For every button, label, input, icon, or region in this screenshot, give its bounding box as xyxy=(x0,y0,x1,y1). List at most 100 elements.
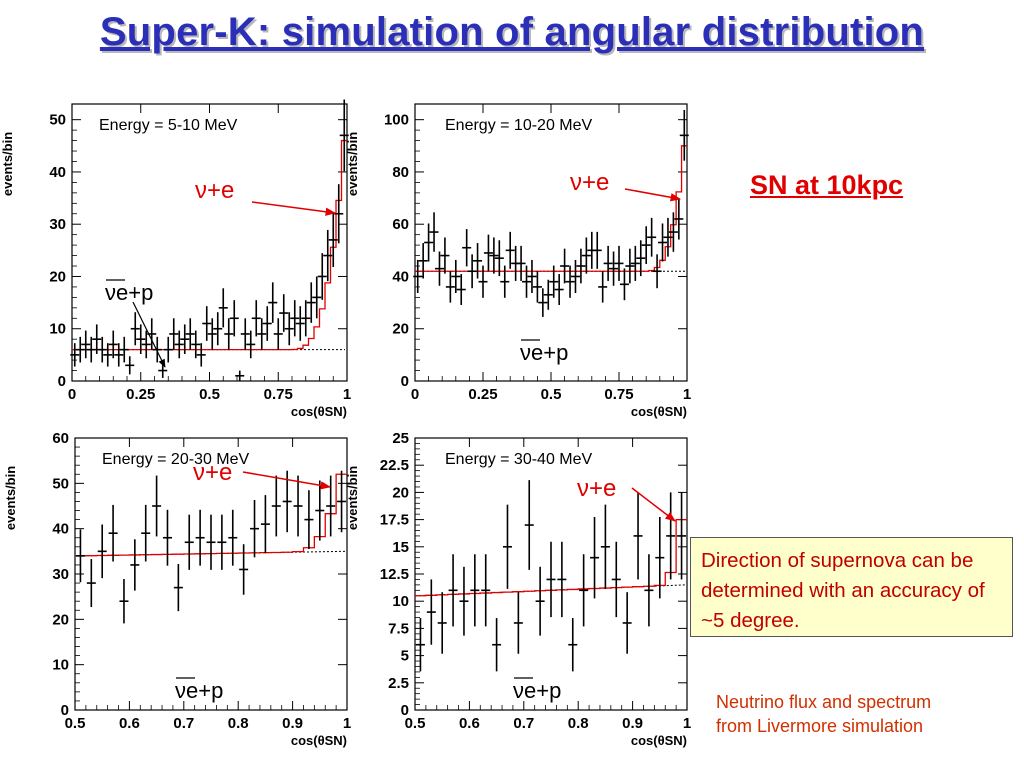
x-tick-label: 0.75 xyxy=(604,386,633,403)
data-point xyxy=(505,231,515,269)
data-point xyxy=(570,259,580,293)
data-point xyxy=(295,306,305,341)
data-point xyxy=(125,356,135,375)
y-tick-label: 17.5 xyxy=(380,512,409,529)
data-point xyxy=(516,245,526,281)
data-point xyxy=(625,248,635,284)
y-tick-label: 0 xyxy=(401,373,409,390)
data-point xyxy=(271,475,281,537)
data-point xyxy=(579,554,589,627)
y-tick-label: 100 xyxy=(384,112,409,129)
data-point xyxy=(535,566,545,636)
data-point xyxy=(337,470,347,533)
x-axis-label: cos(θSN) xyxy=(631,404,687,419)
data-point xyxy=(75,529,85,583)
data-point xyxy=(282,470,292,533)
data-point xyxy=(229,300,239,337)
x-tick-label: 0.9 xyxy=(622,715,643,732)
nu-e-arrow xyxy=(631,487,676,522)
y-tick-label: 0 xyxy=(58,373,66,390)
data-point xyxy=(224,318,234,350)
y-tick-label: 30 xyxy=(52,566,69,583)
data-point xyxy=(103,343,113,367)
data-point xyxy=(489,237,499,274)
data-point xyxy=(636,240,646,277)
fit-histogram xyxy=(415,145,687,272)
y-tick-label: 2.5 xyxy=(388,675,409,692)
y-axis-label: events/bin xyxy=(345,466,360,530)
data-point xyxy=(284,312,294,346)
data-point xyxy=(644,554,654,627)
anti-nue-p-annotation: νe+p xyxy=(105,280,153,305)
anti-nue-p-annotation: νe+p xyxy=(175,678,223,703)
data-point xyxy=(173,564,183,612)
data-point xyxy=(108,330,118,359)
x-tick-label: 0.7 xyxy=(513,715,534,732)
data-point xyxy=(207,318,217,350)
data-point xyxy=(622,592,632,654)
data-point xyxy=(633,492,643,580)
data-point xyxy=(202,306,212,341)
data-point xyxy=(184,514,194,570)
y-axis-label: events/bin xyxy=(0,132,15,196)
x-tick-label: 0.5 xyxy=(405,715,426,732)
energy-label: Energy = 10-20 MeV xyxy=(445,117,593,134)
nu-e-arrow xyxy=(242,471,332,490)
data-point xyxy=(426,579,436,645)
data-point xyxy=(614,245,624,281)
nu-e-annotation: ν+e xyxy=(195,177,234,204)
data-point xyxy=(328,212,338,268)
data-point xyxy=(598,271,608,303)
data-point xyxy=(70,343,80,367)
y-tick-label: 20 xyxy=(392,484,409,501)
y-tick-label: 15 xyxy=(392,539,409,556)
y-tick-label: 0 xyxy=(61,702,69,719)
data-point xyxy=(524,480,534,570)
page-title: Super-K: simulation of angular distribut… xyxy=(99,10,925,54)
y-tick-label: 30 xyxy=(49,216,66,233)
data-point xyxy=(429,212,439,252)
plot-3: 0 2.5 5 7.5 10 12.5 15 17.5 20 22.5 25 0.5 0.6 0.7 0.8… xyxy=(345,430,691,748)
x-tick-label: 0.6 xyxy=(119,715,140,732)
data-point xyxy=(268,282,278,323)
data-point xyxy=(415,618,425,672)
data-point xyxy=(119,578,129,624)
data-point xyxy=(304,490,314,549)
y-tick-label: 10 xyxy=(52,657,69,674)
data-point xyxy=(603,245,613,281)
nu-e-annotation: ν+e xyxy=(577,475,616,502)
data-point xyxy=(75,336,85,363)
y-tick-label: 12.5 xyxy=(380,566,409,583)
nu-e-annotation: ν+e xyxy=(570,169,609,196)
anti-nue-p-annotation: νe+p xyxy=(513,678,561,703)
data-point xyxy=(293,475,303,537)
data-point xyxy=(218,288,228,328)
data-point xyxy=(674,198,684,240)
y-tick-label: 22.5 xyxy=(380,457,409,474)
footnote-line-2: from Livermore simulation xyxy=(716,716,924,736)
data-point xyxy=(306,282,316,323)
data-point xyxy=(470,554,480,627)
x-axis-label: cos(θSN) xyxy=(291,404,347,419)
data-point xyxy=(152,336,162,363)
data-point xyxy=(180,324,190,354)
data-point xyxy=(185,318,195,350)
data-point xyxy=(301,300,311,337)
data-point xyxy=(163,336,173,363)
data-point xyxy=(119,336,129,363)
data-point xyxy=(191,330,201,359)
data-point xyxy=(467,254,477,289)
data-point xyxy=(502,504,512,589)
data-point xyxy=(315,480,325,541)
x-tick-label: 0.8 xyxy=(228,715,249,732)
data-point xyxy=(456,274,466,305)
data-point xyxy=(257,318,267,350)
data-point xyxy=(81,330,91,359)
y-tick-label: 0 xyxy=(401,702,409,719)
data-point xyxy=(440,237,450,274)
x-tick-label: 1 xyxy=(683,386,691,403)
data-point xyxy=(576,248,586,284)
data-point xyxy=(339,99,349,172)
